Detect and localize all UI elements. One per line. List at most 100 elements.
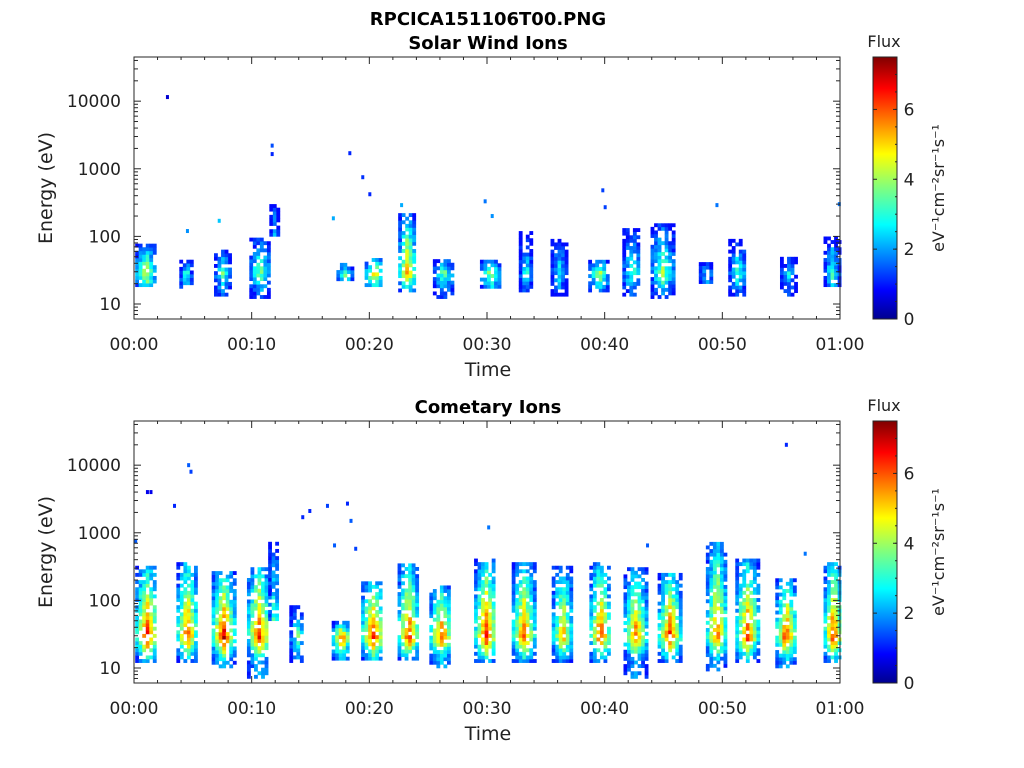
spectrogram-cell: [190, 580, 195, 584]
spectrogram-cell: [145, 655, 150, 660]
spectrogram-cell: [268, 602, 272, 607]
spectrogram-cell: [477, 615, 482, 620]
spectrogram-cell: [830, 258, 835, 262]
spectrogram-cell: [830, 608, 835, 613]
spectrogram-cell: [525, 655, 530, 660]
spectrogram-cell: [135, 655, 140, 660]
spectrogram-cell: [263, 295, 268, 299]
spectrogram-cell: [731, 256, 736, 261]
spectrogram-cell: [705, 631, 710, 636]
spectrogram-cell: [634, 639, 638, 643]
spectrogram-cell: [607, 605, 611, 610]
spectrogram-cell: [789, 621, 794, 626]
spectrogram-cell: [217, 256, 222, 261]
spectrogram-cell: [152, 572, 157, 577]
spectrogram-cell: [823, 605, 828, 610]
spectrogram-cell: [794, 256, 798, 261]
spectrogram-cell: [661, 241, 665, 246]
spectrogram-cell: [787, 289, 791, 294]
spectrogram-cell: [436, 617, 441, 622]
spectrogram-cell: [511, 637, 516, 642]
spectrogram-cell: [602, 284, 607, 289]
spectrogram-cell: [735, 583, 740, 588]
spectrogram-cell: [375, 645, 380, 650]
spectrogram-cell: [629, 289, 634, 294]
spectrogram-cell: [668, 626, 673, 631]
spectrogram-cell: [397, 645, 402, 650]
spectrogram-cell: [211, 610, 216, 615]
spectrogram-cell: [719, 541, 724, 546]
spectrogram-cell: [641, 617, 645, 622]
spectrogram-cell: [661, 587, 665, 592]
spectrogram-cell: [214, 256, 218, 261]
spectrogram-cell: [709, 610, 714, 614]
spectrogram-cell: [224, 271, 229, 276]
spectrogram-cell: [375, 613, 380, 618]
spectrogram-cell: [657, 601, 662, 606]
spectrogram-cell: [731, 274, 736, 279]
spectrogram-cell: [269, 214, 274, 219]
spectrogram-cell: [186, 612, 191, 617]
spectrogram-cell: [644, 649, 649, 654]
spectrogram-cell: [224, 253, 229, 258]
spectrogram-cell: [190, 615, 195, 620]
spectrogram-cell: [569, 633, 574, 638]
spectrogram-cell: [415, 592, 420, 596]
spectrogram-cell: [657, 244, 662, 249]
spectrogram-cell: [569, 619, 574, 624]
spectrogram-cell: [361, 620, 365, 625]
spectrogram-cell: [497, 270, 502, 275]
spectrogram-cell: [738, 274, 743, 279]
spectrogram-cell: [641, 656, 645, 661]
spectrogram-cell: [738, 260, 743, 265]
spectrogram-cell: [641, 621, 645, 625]
spectrogram-cell: [232, 628, 237, 633]
spectrogram-cell: [705, 577, 710, 582]
spectrogram-cell: [218, 657, 223, 662]
spectrogram-cell: [401, 563, 405, 568]
spectrogram-cell: [484, 601, 489, 606]
spectrogram-cell: [268, 548, 272, 553]
spectrogram-cell: [668, 623, 673, 628]
spectrogram-cell: [436, 603, 441, 608]
spectrogram-cell: [675, 623, 680, 628]
spectrogram-cell: [411, 563, 416, 568]
spectrogram-cell: [261, 667, 265, 672]
spectrogram-cell: [622, 292, 627, 297]
spectrogram-cell: [190, 630, 195, 635]
spectrogram-cell: [607, 594, 611, 599]
spectrogram-cell: [491, 641, 496, 645]
spectrogram-cell: [709, 269, 714, 274]
spectrogram-cell: [412, 241, 417, 246]
spectrogram-cell: [256, 251, 261, 256]
spectrogram-cell: [511, 587, 516, 592]
spectrogram-cell: [271, 559, 276, 564]
spectrogram-cell: [446, 287, 451, 292]
spectrogram-cell: [408, 263, 413, 268]
spectrogram-cell: [189, 259, 194, 264]
spectrogram-cell: [145, 583, 150, 588]
spectrogram-cell: [405, 241, 410, 246]
spectrogram-cell: [152, 587, 157, 592]
spectrogram-cell: [782, 617, 787, 622]
spectrogram-cell: [364, 588, 369, 593]
spectrogram-cell: [602, 263, 607, 268]
spectrogram-cell: [142, 587, 147, 592]
spectrogram-cell: [557, 264, 562, 268]
spectrogram-cell: [641, 577, 645, 582]
spectrogram-cell: [494, 284, 498, 289]
spectrogram-cell: [742, 641, 747, 645]
spectrogram-cell: [654, 248, 658, 253]
spectrogram-cell: [135, 644, 140, 649]
spectrogram-cell: [275, 606, 280, 611]
spectrogram-cell: [634, 624, 638, 629]
spectrogram-cell: [834, 619, 838, 624]
spectrogram-cell: [641, 660, 645, 665]
spectrogram-cell: [229, 589, 234, 593]
spectrogram-cell: [439, 277, 444, 281]
spectrogram-cell: [436, 635, 441, 640]
spectrogram-cell: [719, 656, 724, 661]
spectrogram-cell: [375, 584, 380, 589]
spectrogram-cell: [592, 659, 597, 663]
spectrogram-cell: [671, 237, 676, 242]
